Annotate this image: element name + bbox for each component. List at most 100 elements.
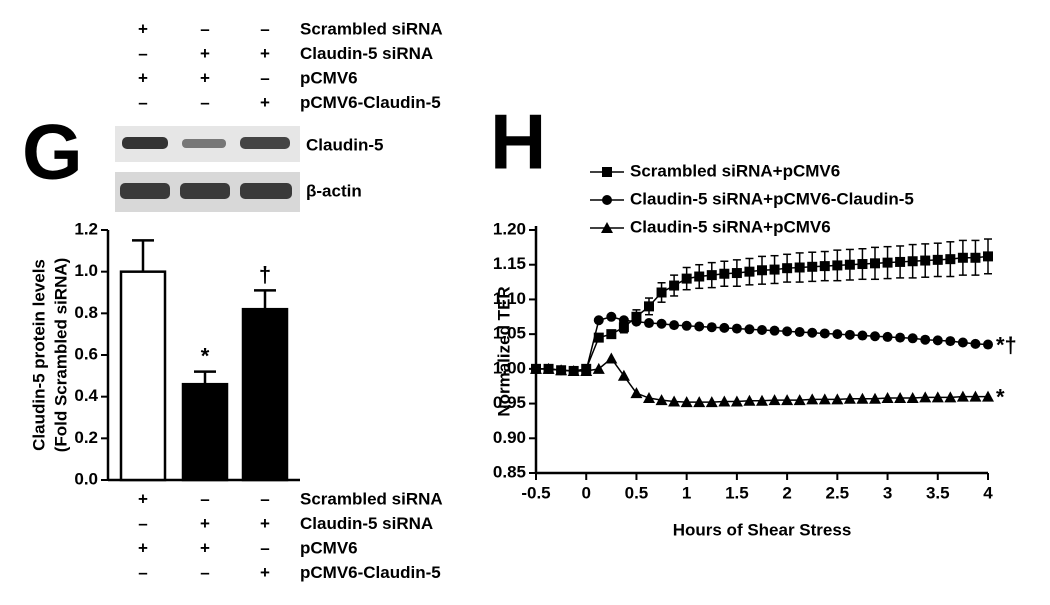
treatment-label: pCMV6-Claudin-5 bbox=[300, 93, 441, 112]
sign: + bbox=[138, 68, 148, 87]
marker bbox=[694, 271, 705, 282]
sign: + bbox=[260, 514, 270, 533]
marker bbox=[982, 390, 994, 402]
treatment-label: pCMV6 bbox=[300, 68, 358, 87]
x-tick-label: 1.5 bbox=[725, 483, 749, 502]
marker bbox=[793, 394, 806, 406]
y-tick-label: 1.2 bbox=[74, 219, 98, 238]
y-tick-label: 0.85 bbox=[493, 462, 526, 481]
marker bbox=[932, 335, 943, 346]
marker bbox=[832, 329, 843, 340]
marker bbox=[601, 222, 613, 233]
marker bbox=[593, 315, 604, 326]
marker bbox=[757, 324, 767, 335]
marker bbox=[693, 396, 706, 408]
marker bbox=[606, 329, 617, 340]
marker bbox=[580, 364, 593, 376]
marker bbox=[555, 364, 568, 376]
y-tick-label: 0.8 bbox=[74, 303, 98, 322]
marker bbox=[706, 322, 717, 333]
y-tick-label: 0.95 bbox=[493, 393, 526, 412]
marker bbox=[920, 334, 931, 345]
x-tick-label: 3 bbox=[883, 483, 892, 502]
y-tick-label: 1.00 bbox=[493, 358, 526, 377]
sign: – bbox=[200, 93, 209, 112]
marker bbox=[731, 268, 742, 279]
marker bbox=[894, 392, 907, 404]
y-tick-label: 1.05 bbox=[493, 324, 526, 343]
annotation: * bbox=[201, 343, 210, 368]
y-tick-label: 1.0 bbox=[74, 261, 98, 280]
marker bbox=[769, 325, 780, 336]
blot-band bbox=[182, 139, 226, 148]
treatment-label: pCMV6 bbox=[300, 538, 358, 557]
marker bbox=[617, 369, 630, 381]
blot-band bbox=[120, 183, 170, 199]
marker bbox=[731, 323, 742, 334]
marker bbox=[944, 391, 957, 403]
marker bbox=[782, 326, 793, 337]
marker bbox=[567, 364, 580, 376]
marker bbox=[969, 390, 982, 402]
marker bbox=[882, 331, 893, 342]
marker bbox=[882, 257, 893, 268]
sign: + bbox=[260, 93, 270, 112]
sign: – bbox=[138, 514, 147, 533]
marker bbox=[630, 387, 643, 399]
sign: – bbox=[200, 19, 209, 38]
y-tick-label: 1.20 bbox=[493, 219, 526, 238]
marker bbox=[794, 262, 805, 273]
marker bbox=[983, 339, 993, 350]
marker bbox=[602, 167, 612, 177]
bar bbox=[119, 270, 167, 482]
marker bbox=[744, 324, 755, 335]
sign: + bbox=[138, 19, 148, 38]
marker bbox=[668, 395, 681, 407]
x-tick-label: 3.5 bbox=[926, 483, 950, 502]
treatment-label: Claudin-5 siRNA bbox=[300, 514, 433, 533]
marker bbox=[932, 254, 943, 265]
marker bbox=[744, 266, 755, 277]
y-tick-label: 0.6 bbox=[74, 344, 98, 363]
marker bbox=[769, 264, 780, 275]
x-tick-label: 1 bbox=[682, 483, 691, 502]
marker bbox=[895, 256, 906, 267]
marker bbox=[655, 394, 668, 406]
treatment-label: Scrambled siRNA bbox=[300, 489, 443, 508]
marker bbox=[970, 338, 981, 349]
y-tick-label: 1.10 bbox=[493, 289, 526, 308]
marker bbox=[719, 322, 730, 333]
marker bbox=[602, 195, 612, 205]
marker bbox=[681, 273, 692, 284]
marker bbox=[870, 258, 880, 269]
series-line bbox=[536, 316, 989, 372]
marker bbox=[656, 287, 667, 298]
marker bbox=[856, 392, 869, 404]
legend-label: Claudin-5 siRNA+pCMV6 bbox=[630, 217, 831, 236]
marker bbox=[807, 327, 818, 338]
treatment-label: pCMV6-Claudin-5 bbox=[300, 563, 441, 582]
marker bbox=[818, 393, 831, 405]
marker bbox=[781, 394, 794, 406]
marker bbox=[881, 392, 894, 404]
annotation: † bbox=[259, 262, 271, 287]
marker bbox=[857, 259, 868, 270]
marker bbox=[669, 280, 680, 291]
marker bbox=[794, 327, 805, 338]
blot-band bbox=[122, 137, 168, 149]
y-axis-label: Claudin-5 protein levels bbox=[29, 259, 48, 451]
blot-band bbox=[240, 137, 290, 149]
marker bbox=[605, 352, 618, 364]
panel-label: H bbox=[490, 98, 546, 186]
bar bbox=[241, 307, 289, 482]
marker bbox=[606, 311, 617, 322]
annotation: *† bbox=[996, 332, 1017, 357]
marker bbox=[957, 252, 968, 263]
marker bbox=[592, 362, 605, 374]
sign: + bbox=[260, 44, 270, 63]
marker bbox=[807, 261, 818, 272]
marker bbox=[983, 251, 993, 262]
legend-label: Claudin-5 siRNA+pCMV6-Claudin-5 bbox=[630, 189, 914, 208]
marker bbox=[656, 318, 667, 329]
